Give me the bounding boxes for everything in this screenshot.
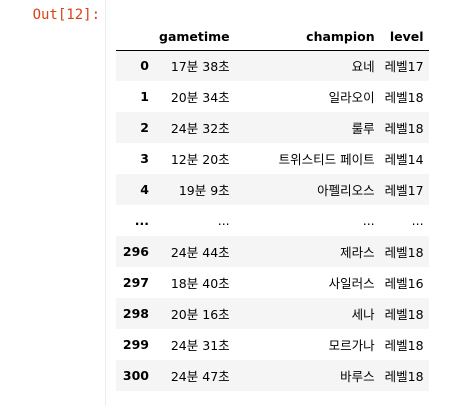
cell-level: 레벨18 bbox=[384, 90, 424, 105]
row-index: ... bbox=[134, 213, 149, 228]
cell-level: 레벨17 bbox=[384, 59, 424, 75]
table-row: 0 17분 38초 요네 레벨17 bbox=[116, 50, 429, 81]
cell-champion: 룰루 bbox=[351, 121, 375, 136]
cell-champion: 바루스 bbox=[340, 369, 375, 384]
table-row: 4 19분 9초 아펠리오스 레벨17 bbox=[116, 174, 429, 205]
cell-gametime: 24분 44초 bbox=[170, 245, 230, 260]
cell-level: 레벨18 bbox=[384, 369, 424, 384]
cell-champion: 트위스티드 페이트 bbox=[278, 152, 375, 167]
table-row: 298 20분 16초 세나 레벨18 bbox=[116, 298, 429, 329]
cell-level: 레벨18 bbox=[384, 121, 424, 136]
row-index: 299 bbox=[122, 337, 149, 352]
cell-level: 레벨18 bbox=[384, 307, 424, 322]
cell-level: 레벨17 bbox=[384, 183, 424, 198]
cell-champion: 세나 bbox=[351, 307, 375, 322]
table-row: 299 24분 31초 모르가나 레벨18 bbox=[116, 329, 429, 360]
table-row: 296 24분 44초 제라스 레벨18 bbox=[116, 236, 429, 267]
cell-gametime: 19분 9초 bbox=[178, 183, 230, 198]
table-row: 2 24분 32초 룰루 레벨18 bbox=[116, 112, 429, 143]
column-header-champion: champion bbox=[234, 24, 380, 51]
column-header-level: level bbox=[379, 24, 429, 51]
row-index: 3 bbox=[140, 151, 149, 166]
cell-level: 레벨18 bbox=[384, 338, 424, 353]
table-row: 300 24분 47초 바루스 레벨18 bbox=[116, 360, 429, 391]
cell-gametime: 17분 38초 bbox=[170, 59, 230, 75]
table-header-row: gametime champion level bbox=[116, 24, 429, 51]
dataframe-table: gametime champion level 0 17분 38초 요네 레벨1… bbox=[116, 24, 429, 391]
index-header bbox=[116, 24, 154, 51]
row-index: 4 bbox=[140, 182, 149, 197]
row-index: 298 bbox=[122, 306, 149, 321]
table-row: 297 18분 40초 사일러스 레벨16 bbox=[116, 267, 429, 298]
row-index: 297 bbox=[122, 275, 149, 290]
cell-champion: 제라스 bbox=[340, 245, 375, 260]
table-row-ellipsis: ... ... ... ... bbox=[116, 205, 429, 236]
cell-champion: 요네 bbox=[351, 59, 375, 75]
cell-champion: 모르가나 bbox=[328, 338, 375, 353]
cell-gametime: 20분 16초 bbox=[170, 307, 230, 322]
cell-gametime: 24분 47초 bbox=[170, 369, 230, 384]
cell-gametime: 24분 32초 bbox=[170, 121, 230, 136]
column-header-gametime: gametime bbox=[154, 24, 235, 51]
table-row: 1 20분 34초 일라오이 레벨18 bbox=[116, 81, 429, 112]
output-prompt: Out[12]: bbox=[32, 7, 100, 23]
cell-level: ... bbox=[411, 213, 424, 228]
row-index: 0 bbox=[140, 58, 149, 74]
cell-gametime: 24분 31초 bbox=[170, 338, 230, 353]
cell-champion: ... bbox=[362, 213, 375, 228]
cell-level: 레벨18 bbox=[384, 245, 424, 260]
row-index: 1 bbox=[140, 89, 149, 104]
table-row: 3 12분 20초 트위스티드 페이트 레벨14 bbox=[116, 143, 429, 174]
cell-champion: 사일러스 bbox=[328, 276, 375, 291]
row-index: 296 bbox=[122, 244, 149, 259]
cell-level: 레벨16 bbox=[384, 276, 424, 291]
cell-champion: 아펠리오스 bbox=[317, 183, 375, 198]
cell-gametime: 12분 20초 bbox=[170, 152, 230, 167]
cell-champion: 일라오이 bbox=[328, 90, 375, 105]
cell-gametime: 18분 40초 bbox=[170, 276, 230, 291]
row-index: 2 bbox=[140, 120, 149, 135]
cell-gametime: 20분 34초 bbox=[170, 90, 230, 105]
cell-output-area: gametime champion level 0 17분 38초 요네 레벨1… bbox=[105, 0, 461, 406]
row-index: 300 bbox=[122, 368, 149, 383]
cell-level: 레벨14 bbox=[384, 152, 424, 167]
cell-gametime: ... bbox=[217, 213, 230, 228]
